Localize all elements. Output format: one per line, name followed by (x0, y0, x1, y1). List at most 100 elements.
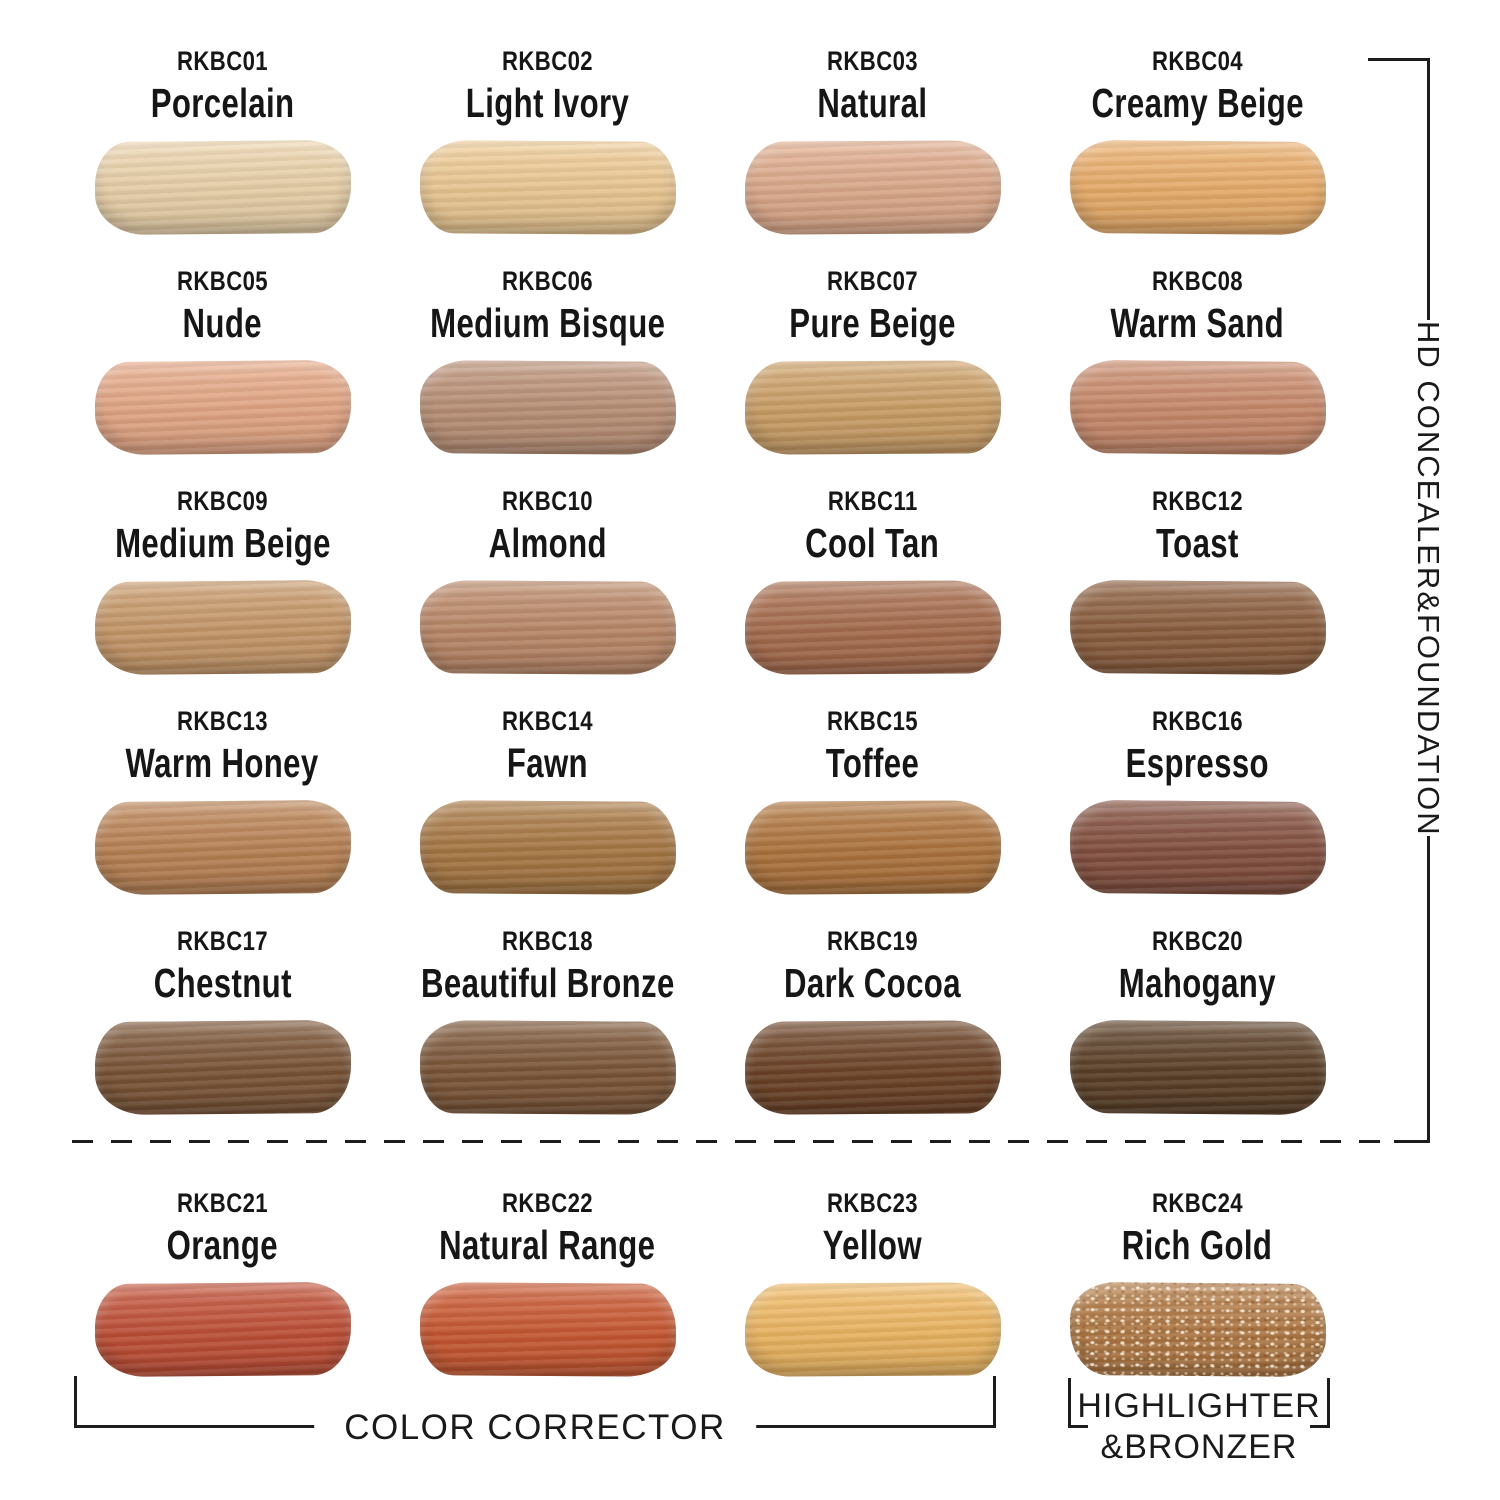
hd-group-bracket-upper (1427, 58, 1430, 320)
swatch-cell: RKBC22 Natural Range (385, 1176, 710, 1396)
swatch-sample (419, 800, 676, 895)
swatch-sample (1069, 139, 1326, 236)
swatch-code: RKBC13 (176, 706, 269, 736)
swatch-cell: RKBC13 Warm Honey (60, 694, 385, 914)
swatch-cell: RKBC08 Warm Sand (1035, 254, 1360, 474)
swatch-sample (419, 1282, 676, 1377)
swatch-name: Mahogany (1118, 960, 1277, 1006)
hd-group-label: HD CONCEALER&FOUNDATION (1411, 321, 1446, 837)
swatch-sample (94, 579, 351, 676)
swatch-row: RKBC01 Porcelain RKBC02 Light Ivory RKBC… (60, 34, 1360, 254)
swatch-sample (744, 1020, 1001, 1115)
swatch-name: Pure Beige (789, 300, 956, 346)
swatch-sample (419, 1020, 676, 1115)
swatch-code: RKBC24 (1151, 1188, 1244, 1218)
swatch-name: Dark Cocoa (784, 960, 961, 1006)
swatch-sample (1069, 359, 1326, 456)
swatch-cell: RKBC24 Rich Gold (1035, 1176, 1360, 1396)
swatch-code: RKBC10 (501, 486, 594, 516)
swatch-code: RKBC17 (176, 926, 269, 956)
highlighter-bracket-left (1068, 1378, 1088, 1428)
swatch-name: Medium Beige (114, 520, 331, 566)
swatch-cell: RKBC09 Medium Beige (60, 474, 385, 694)
swatch-name: Chestnut (153, 960, 292, 1006)
swatch-cell: RKBC20 Mahogany (1035, 914, 1360, 1134)
hd-group-bracket-top (1368, 58, 1430, 61)
swatch-code: RKBC16 (1151, 706, 1244, 736)
swatch-sample (1069, 579, 1326, 676)
swatch-name: Orange (166, 1222, 279, 1268)
swatch-name: Toast (1156, 520, 1239, 566)
swatch-name: Porcelain (150, 80, 295, 126)
swatch-name: Espresso (1125, 740, 1270, 786)
swatch-cell: RKBC04 Creamy Beige (1035, 34, 1360, 254)
swatch-cell: RKBC18 Beautiful Bronze (385, 914, 710, 1134)
swatch-name: Warm Sand (1110, 300, 1285, 346)
swatch-cell: RKBC02 Light Ivory (385, 34, 710, 254)
swatch-cell: RKBC06 Medium Bisque (385, 254, 710, 474)
swatch-code: RKBC08 (1151, 266, 1244, 296)
concealer-foundation-grid: RKBC01 Porcelain RKBC02 Light Ivory RKBC… (60, 34, 1360, 1134)
swatch-cell: RKBC01 Porcelain (60, 34, 385, 254)
swatch-name: Almond (488, 520, 607, 566)
swatch-cell: RKBC10 Almond (385, 474, 710, 694)
swatch-name: Rich Gold (1122, 1222, 1273, 1268)
swatch-sample (419, 360, 676, 455)
swatch-row: RKBC17 Chestnut RKBC18 Beautiful Bronze … (60, 914, 1360, 1134)
swatch-code: RKBC11 (827, 486, 918, 516)
swatch-cell: RKBC23 Yellow (710, 1176, 1035, 1396)
swatch-sample (744, 580, 1001, 675)
swatch-code: RKBC07 (826, 266, 919, 296)
swatch-sample (744, 1282, 1001, 1377)
swatch-cell: RKBC15 Toffee (710, 694, 1035, 914)
swatch-code: RKBC12 (1151, 486, 1244, 516)
highlighter-bronzer-label: HIGHLIGHTER &BRONZER (1066, 1386, 1332, 1468)
swatch-code: RKBC09 (176, 486, 269, 516)
swatch-row: RKBC05 Nude RKBC06 Medium Bisque RKBC07 … (60, 254, 1360, 474)
swatch-sample (94, 799, 351, 896)
group-divider-dashed-line (72, 1140, 1388, 1143)
swatch-row: RKBC09 Medium Beige RKBC10 Almond RKBC11… (60, 474, 1360, 694)
swatch-name: Natural (817, 80, 928, 126)
swatch-cell: RKBC14 Fawn (385, 694, 710, 914)
color-corrector-bracket: COLOR CORRECTOR (74, 1376, 996, 1448)
swatch-sample (94, 1281, 351, 1378)
swatch-sample (744, 360, 1001, 455)
swatch-sample (419, 140, 676, 235)
swatch-code: RKBC20 (1151, 926, 1244, 956)
swatch-code: RKBC15 (826, 706, 919, 736)
swatch-cell: RKBC07 Pure Beige (710, 254, 1035, 474)
swatch-sample (1069, 1019, 1326, 1116)
swatch-name: Cool Tan (805, 520, 940, 566)
swatch-code: RKBC01 (176, 46, 269, 76)
swatch-cell: RKBC19 Dark Cocoa (710, 914, 1035, 1134)
swatch-sample (1069, 1281, 1326, 1378)
swatch-name: Yellow (822, 1222, 923, 1268)
swatch-cell: RKBC05 Nude (60, 254, 385, 474)
swatch-code: RKBC14 (501, 706, 594, 736)
swatch-sample (419, 580, 676, 675)
swatch-code: RKBC23 (826, 1188, 919, 1218)
swatch-sample (1069, 799, 1326, 896)
swatch-cell: RKBC03 Natural (710, 34, 1035, 254)
highlighter-label-line1: HIGHLIGHTER (1077, 1387, 1321, 1425)
swatch-name: Medium Bisque (429, 300, 666, 346)
swatch-name: Beautiful Bronze (420, 960, 675, 1006)
swatch-row: RKBC21 Orange RKBC22 Natural Range RKBC2… (60, 1176, 1360, 1396)
swatch-sample (94, 1019, 351, 1116)
swatch-cell: RKBC21 Orange (60, 1176, 385, 1396)
swatch-code: RKBC03 (826, 46, 919, 76)
swatch-name: Warm Honey (125, 740, 320, 786)
swatch-row: RKBC13 Warm Honey RKBC14 Fawn RKBC15 Tof… (60, 694, 1360, 914)
hd-group-label-box: HD CONCEALER&FOUNDATION (1406, 321, 1450, 837)
hd-group-bracket-bottom (1394, 1140, 1430, 1143)
swatch-sample (744, 800, 1001, 895)
swatch-cell: RKBC16 Espresso (1035, 694, 1360, 914)
corrector-highlighter-grid: RKBC21 Orange RKBC22 Natural Range RKBC2… (60, 1176, 1360, 1396)
swatch-cell: RKBC17 Chestnut (60, 914, 385, 1134)
swatch-code: RKBC19 (826, 926, 919, 956)
swatch-code: RKBC21 (176, 1188, 269, 1218)
swatch-name: Fawn (506, 740, 589, 786)
swatch-sample (94, 359, 351, 456)
